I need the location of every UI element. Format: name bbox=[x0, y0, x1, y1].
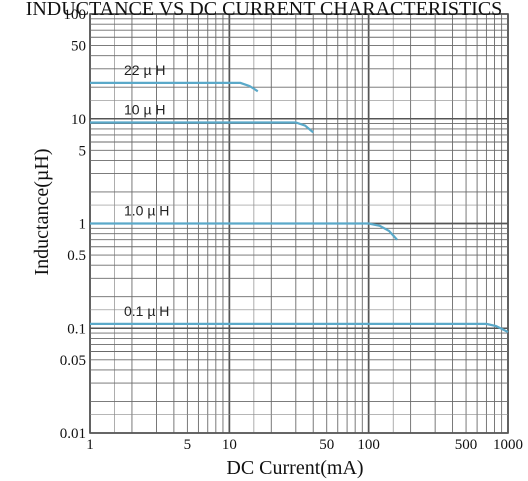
series-label: 1.0 µ H bbox=[124, 203, 169, 219]
y-tick-label: 5 bbox=[79, 143, 87, 159]
series-line bbox=[90, 322, 509, 333]
x-axis-label: DC Current(mA) bbox=[226, 457, 363, 479]
y-axis-label: Inductance(µH) bbox=[31, 148, 53, 275]
series-line bbox=[90, 121, 314, 134]
x-tick-label: 1 bbox=[86, 437, 94, 453]
x-tick-label: 5 bbox=[184, 437, 192, 453]
y-tick-label: 100 bbox=[64, 7, 87, 23]
series-line bbox=[90, 222, 398, 241]
series-label: 10 µ H bbox=[124, 102, 166, 118]
y-tick-label: 0.5 bbox=[67, 248, 86, 264]
y-tick-label: 10 bbox=[71, 112, 86, 128]
series-line bbox=[90, 81, 259, 93]
x-tick-label: 100 bbox=[357, 437, 380, 453]
chart-series: 22 µ H 10 µ H 1.0 µ H 0.1 µ H bbox=[90, 62, 509, 333]
x-tick-label: 500 bbox=[455, 437, 478, 453]
y-tick-label: 0.05 bbox=[60, 353, 86, 369]
y-tick-label: 50 bbox=[71, 39, 86, 55]
y-tick-label: 0.1 bbox=[67, 321, 86, 337]
chart-ticks: 1 5 10 50 100 500 1000 0.01 0.05 0.1 0.5 1 5 10 50 100 bbox=[60, 7, 523, 453]
series-label: 0.1 µ H bbox=[124, 303, 169, 319]
y-tick-label: 0.01 bbox=[60, 426, 86, 442]
y-tick-label: 1 bbox=[79, 217, 87, 233]
x-tick-label: 50 bbox=[319, 437, 334, 453]
series-label: 22 µ H bbox=[124, 62, 166, 78]
x-tick-label: 10 bbox=[222, 437, 237, 453]
chart-title: INDUCTANCE VS DC CURRENT CHARACTERISTICS bbox=[26, 0, 503, 20]
x-tick-label: 1000 bbox=[493, 437, 523, 453]
